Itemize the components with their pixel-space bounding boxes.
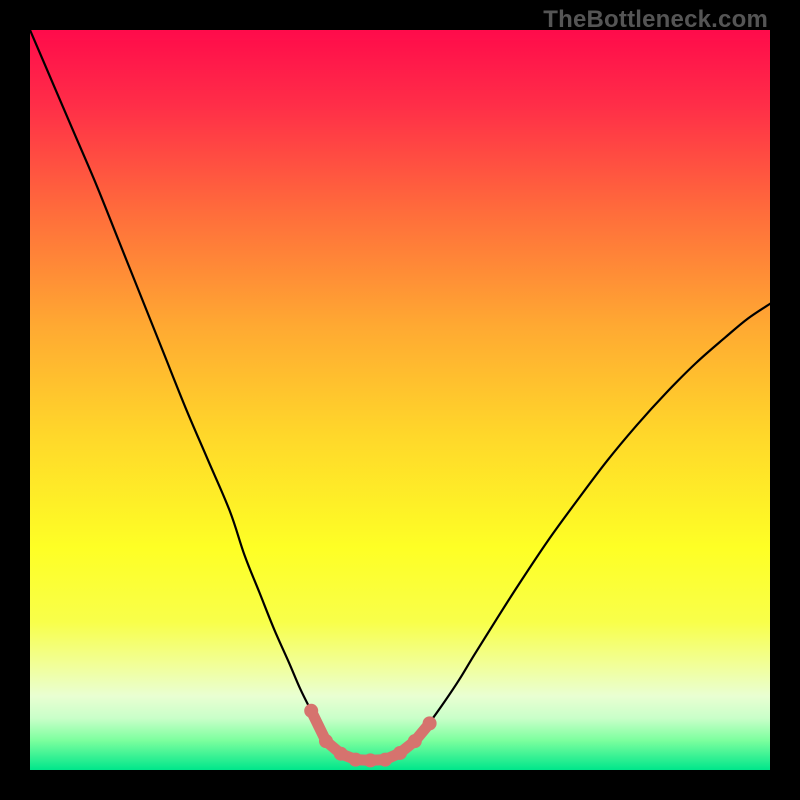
- plot-area: [30, 30, 770, 770]
- trough-marker: [304, 704, 318, 718]
- trough-marker: [363, 753, 377, 767]
- trough-marker: [319, 734, 333, 748]
- trough-marker: [349, 753, 363, 767]
- trough-marker: [378, 753, 392, 767]
- trough-marker: [408, 734, 422, 748]
- trough-marker: [423, 716, 437, 730]
- trough-marker: [393, 746, 407, 760]
- trough-marker: [334, 747, 348, 761]
- chart-svg: [30, 30, 770, 770]
- chart-frame: TheBottleneck.com: [0, 0, 800, 800]
